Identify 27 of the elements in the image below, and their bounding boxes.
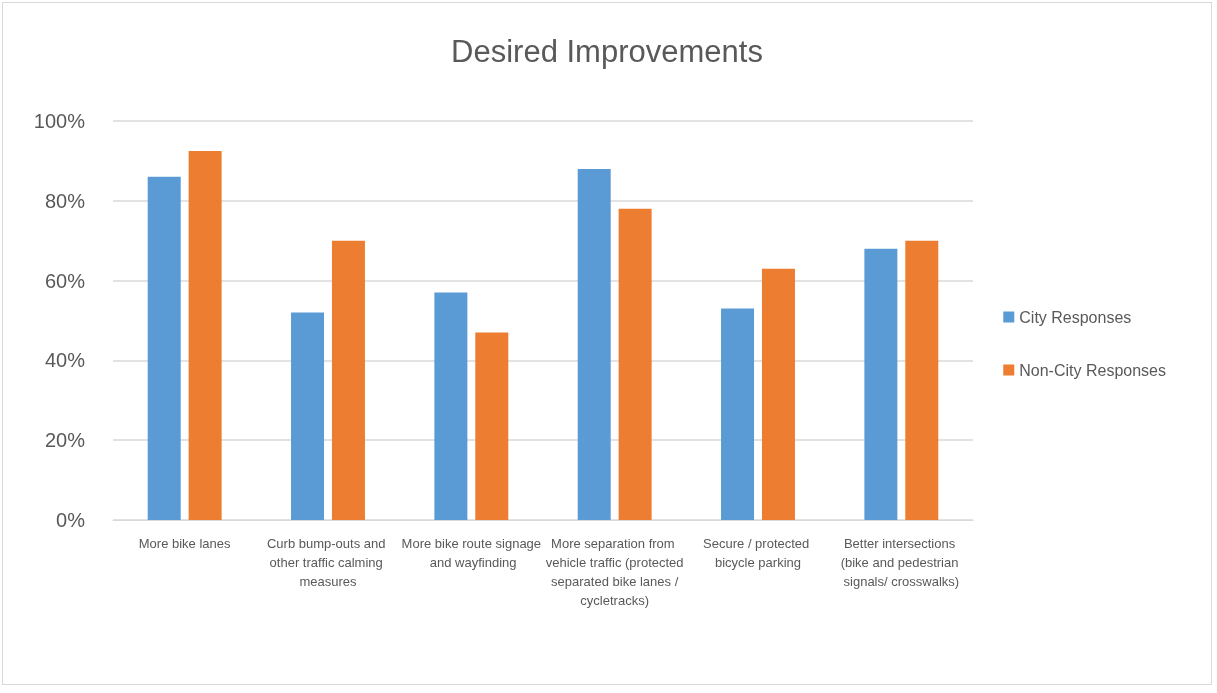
bar	[618, 208, 652, 520]
y-tick-label: 0%	[56, 509, 86, 531]
bar	[475, 332, 509, 520]
chart-title: Desired Improvements	[451, 34, 763, 69]
bar	[434, 292, 468, 520]
bar	[331, 240, 365, 520]
y-tick-label: 20%	[44, 429, 86, 452]
legend-label: Non-City Responses	[1019, 361, 1167, 379]
bar	[864, 248, 898, 520]
y-tick-label: 40%	[44, 349, 86, 372]
bar	[188, 150, 222, 520]
legend-label: City Responses	[1019, 308, 1132, 326]
bar	[147, 176, 181, 520]
x-tick-label: More bike route signage and wayfinding	[401, 536, 542, 570]
y-tick-label: 60%	[44, 269, 86, 292]
bar	[721, 308, 755, 520]
bar	[577, 168, 611, 520]
y-tick-label: 80%	[44, 189, 86, 212]
bar	[761, 268, 795, 520]
x-tick-label: More separation from vehicle traffic (protected separated bike lanes / cycletracks)	[545, 536, 684, 608]
y-tick-label: 100%	[33, 110, 86, 132]
x-tick-label: Curb bump-outs and other traffic calming measures	[266, 536, 390, 589]
x-tick-label: Secure / protected bicycle parking	[703, 536, 813, 570]
bar	[291, 312, 325, 520]
bar	[905, 240, 939, 520]
x-tick-label: More bike lanes	[138, 536, 232, 551]
x-tick-label: Better intersections (bike and pedestrian signals/ crosswalks)	[840, 536, 963, 589]
